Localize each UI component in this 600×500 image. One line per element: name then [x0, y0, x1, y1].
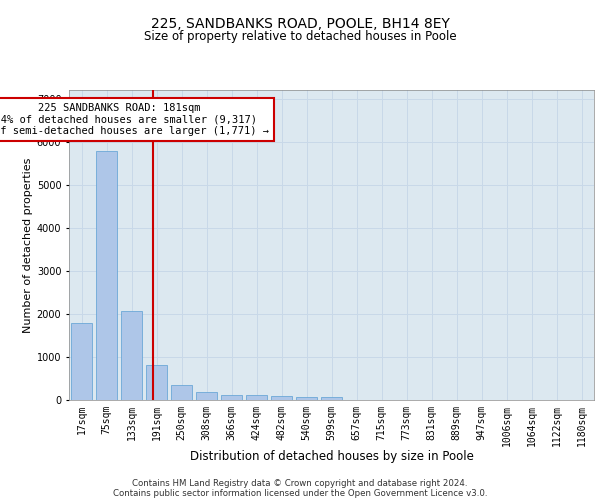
- Bar: [296, 396, 317, 400]
- Bar: [321, 397, 342, 400]
- Bar: [221, 395, 242, 400]
- Bar: [121, 312, 142, 400]
- Bar: [271, 396, 292, 400]
- Bar: [71, 324, 92, 400]
- Bar: [96, 151, 117, 400]
- Bar: [146, 364, 167, 400]
- Text: Contains HM Land Registry data © Crown copyright and database right 2024.: Contains HM Land Registry data © Crown c…: [132, 478, 468, 488]
- Bar: [171, 386, 192, 400]
- Text: Contains public sector information licensed under the Open Government Licence v3: Contains public sector information licen…: [113, 488, 487, 498]
- Text: Size of property relative to detached houses in Poole: Size of property relative to detached ho…: [143, 30, 457, 43]
- Bar: [246, 396, 267, 400]
- Y-axis label: Number of detached properties: Number of detached properties: [23, 158, 32, 332]
- X-axis label: Distribution of detached houses by size in Poole: Distribution of detached houses by size …: [190, 450, 473, 463]
- Text: 225 SANDBANKS ROAD: 181sqm
← 84% of detached houses are smaller (9,317)
16% of s: 225 SANDBANKS ROAD: 181sqm ← 84% of deta…: [0, 103, 269, 136]
- Text: 225, SANDBANKS ROAD, POOLE, BH14 8EY: 225, SANDBANKS ROAD, POOLE, BH14 8EY: [151, 18, 449, 32]
- Bar: [196, 392, 217, 400]
